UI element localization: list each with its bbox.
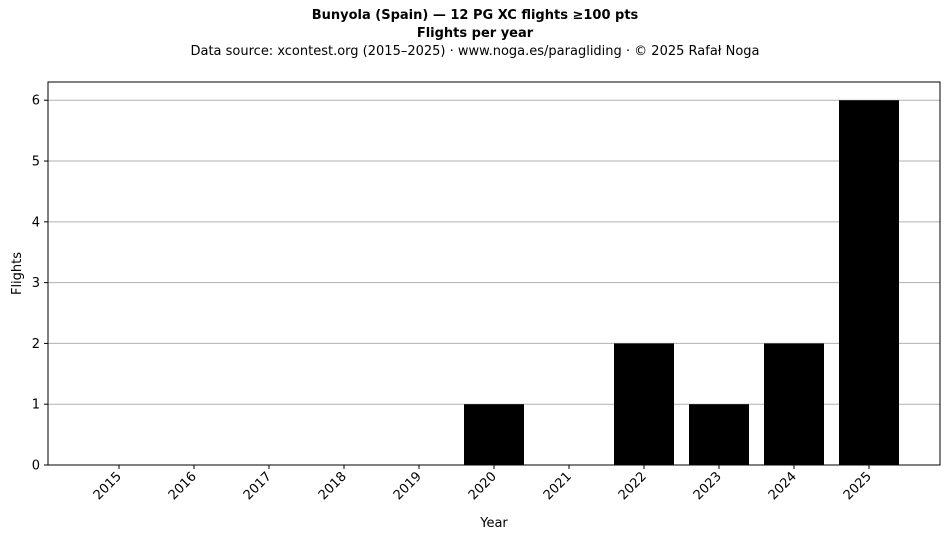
y-axis: 0 1 2 3 4 5 6	[32, 94, 48, 474]
y-tick-label: 6	[32, 94, 40, 109]
bar-2022	[614, 343, 674, 465]
y-tick-label: 2	[32, 337, 40, 352]
y-tick-label: 4	[32, 215, 40, 230]
y-tick-label: 1	[32, 398, 40, 413]
y-tick-label: 3	[32, 276, 40, 291]
bar-2025	[839, 100, 899, 465]
x-tick-label: 2015	[91, 469, 125, 503]
y-tick-label: 5	[32, 155, 40, 170]
chart-title: Bunyola (Spain) — 12 PG XC flights ≥100 …	[311, 8, 639, 23]
bar-2024	[764, 343, 824, 465]
x-tick-label: 2022	[616, 469, 650, 503]
x-tick-label: 2023	[691, 469, 725, 503]
x-tick-label: 2016	[166, 469, 200, 503]
x-tick-label: 2024	[766, 469, 800, 503]
x-tick-label: 2020	[466, 469, 500, 503]
bar-2020	[464, 404, 524, 465]
bars	[464, 100, 899, 465]
chart-subtitle: Flights per year	[416, 26, 534, 41]
x-tick-label: 2018	[316, 469, 350, 503]
x-tick-label: 2017	[241, 469, 275, 503]
x-tick-label: 2025	[841, 469, 875, 503]
x-axis-label: Year	[479, 516, 508, 531]
chart-source-note: Data source: xcontest.org (2015–2025) · …	[190, 44, 760, 59]
bar-2023	[689, 404, 749, 465]
x-tick-label: 2019	[391, 469, 425, 503]
x-tick-label: 2021	[541, 469, 575, 503]
plot-frame	[47, 81, 941, 466]
y-axis-label: Flights	[10, 252, 25, 295]
x-axis: 2015 2016 2017 2018 2019 2020 2021 2022 2023 2024…	[91, 465, 875, 503]
y-tick-label: 0	[32, 459, 40, 474]
